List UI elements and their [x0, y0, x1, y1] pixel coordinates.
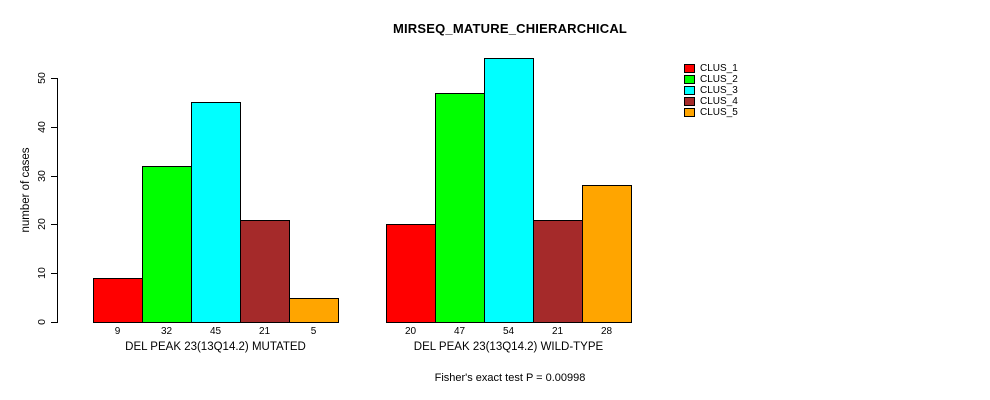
legend-item: CLUS_2 [684, 74, 738, 85]
bar-value-label: 5 [310, 326, 317, 337]
footnote-text: Fisher's exact test P = 0.00998 [434, 372, 586, 384]
y-axis-tick [51, 127, 57, 128]
legend-label: CLUS_5 [700, 107, 738, 118]
bar-clus_5 [582, 185, 632, 323]
bar-value-label: 54 [502, 326, 515, 337]
bar-value-label: 47 [453, 326, 466, 337]
group-label: DEL PEAK 23(13Q14.2) WILD-TYPE [413, 341, 604, 353]
bar-clus_5 [289, 298, 339, 323]
bar-value-label: 28 [600, 326, 613, 337]
y-axis-tick [51, 224, 57, 225]
bar-clus_3 [484, 58, 534, 323]
bar-clus_2 [142, 166, 192, 323]
bar-value-label: 45 [209, 326, 222, 337]
legend-item: CLUS_1 [684, 63, 738, 74]
bar-clus_2 [435, 93, 485, 323]
legend-item: CLUS_5 [684, 107, 738, 118]
y-tick-label: 30 [36, 170, 48, 182]
y-axis-tick [51, 176, 57, 177]
legend-swatch [684, 108, 695, 117]
bar-value-label: 21 [258, 326, 271, 337]
legend-swatch [684, 86, 695, 95]
legend-label: CLUS_2 [700, 74, 738, 85]
bar-value-label: 9 [114, 326, 121, 337]
bar-value-label: 20 [404, 326, 417, 337]
bar-clus_3 [191, 102, 241, 323]
y-axis-tick [51, 78, 57, 79]
chart-title: MIRSEQ_MATURE_CHIERARCHICAL [392, 21, 628, 36]
legend-swatch [684, 64, 695, 73]
bar-clus_4 [240, 220, 290, 323]
bar-clus_1 [386, 224, 436, 323]
bar-value-label: 32 [160, 326, 173, 337]
legend-label: CLUS_4 [700, 96, 738, 107]
legend-label: CLUS_3 [700, 85, 738, 96]
group-label: DEL PEAK 23(13Q14.2) MUTATED [125, 341, 306, 353]
bar-clus_4 [533, 220, 583, 323]
y-tick-label: 40 [36, 121, 48, 133]
legend-label: CLUS_1 [700, 63, 738, 74]
y-tick-label: 50 [36, 72, 48, 84]
y-tick-label: 10 [36, 267, 48, 279]
y-axis-tick [51, 322, 57, 323]
legend: CLUS_1 CLUS_2 CLUS_3 CLUS_4 CLUS_5 [684, 63, 738, 118]
legend-swatch [684, 75, 695, 84]
y-tick-label: 20 [36, 218, 48, 230]
y-axis-line [57, 78, 58, 323]
y-tick-label: 0 [36, 319, 48, 325]
y-axis-tick [51, 273, 57, 274]
legend-swatch [684, 97, 695, 106]
legend-item: CLUS_4 [684, 96, 738, 107]
legend-item: CLUS_3 [684, 85, 738, 96]
bar-value-label: 21 [551, 326, 564, 337]
bar-clus_1 [93, 278, 143, 323]
